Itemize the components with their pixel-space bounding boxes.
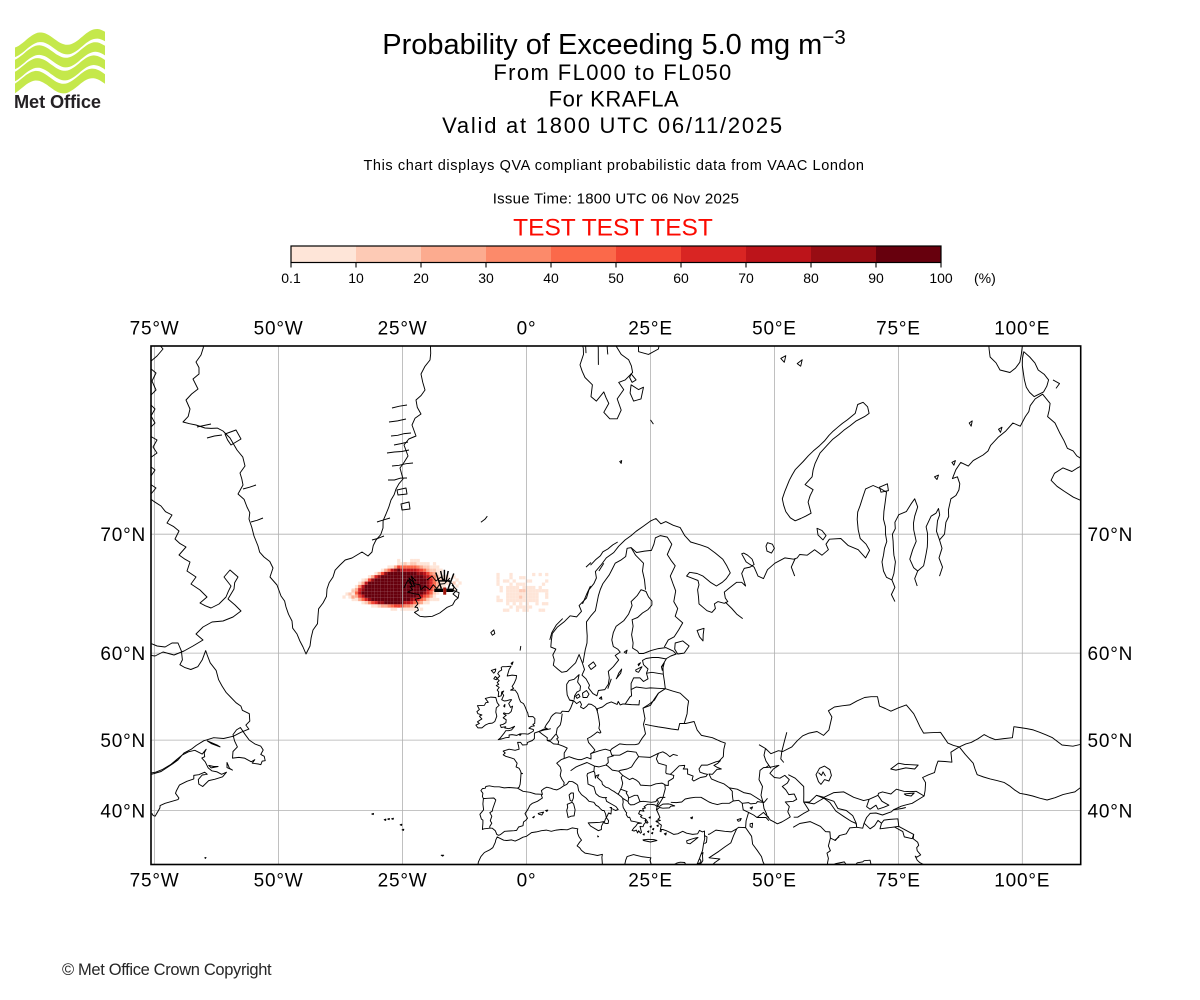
svg-text:60°N: 60°N bbox=[100, 644, 146, 665]
svg-text:25°E: 25°E bbox=[628, 871, 673, 892]
svg-text:50°W: 50°W bbox=[254, 319, 304, 340]
svg-text:75°W: 75°W bbox=[130, 871, 180, 892]
svg-text:50°E: 50°E bbox=[752, 871, 797, 892]
svg-text:50°N: 50°N bbox=[1088, 731, 1134, 752]
svg-text:Valid at 1800 UTC 06/11/2025: Valid at 1800 UTC 06/11/2025 bbox=[442, 113, 784, 138]
svg-text:TEST TEST TEST: TEST TEST TEST bbox=[513, 215, 713, 242]
svg-text:Met Office: Met Office bbox=[14, 92, 101, 112]
svg-text:60: 60 bbox=[673, 270, 689, 286]
svg-text:100°E: 100°E bbox=[994, 319, 1050, 340]
svg-text:0.1: 0.1 bbox=[281, 270, 301, 286]
svg-text:70: 70 bbox=[738, 270, 754, 286]
svg-text:50°N: 50°N bbox=[100, 731, 146, 752]
svg-text:Probability of Exceeding 5.0 m: Probability of Exceeding 5.0 mg m−3 bbox=[382, 26, 845, 61]
svg-text:25°E: 25°E bbox=[628, 319, 673, 340]
svg-text:This chart displays QVA compli: This chart displays QVA compliant probab… bbox=[363, 158, 864, 174]
svg-text:50°W: 50°W bbox=[254, 871, 304, 892]
svg-text:40°N: 40°N bbox=[1088, 801, 1134, 822]
svg-text:50: 50 bbox=[608, 270, 624, 286]
svg-text:100: 100 bbox=[929, 270, 953, 286]
svg-text:(%): (%) bbox=[974, 270, 996, 286]
svg-text:50°E: 50°E bbox=[752, 319, 797, 340]
svg-text:75°E: 75°E bbox=[876, 319, 921, 340]
svg-text:40: 40 bbox=[543, 270, 559, 286]
svg-text:25°W: 25°W bbox=[378, 871, 428, 892]
svg-text:30: 30 bbox=[478, 270, 494, 286]
svg-text:70°N: 70°N bbox=[1088, 525, 1134, 546]
svg-text:From FL000 to FL050: From FL000 to FL050 bbox=[493, 60, 732, 85]
svg-text:40°N: 40°N bbox=[100, 801, 146, 822]
svg-text:80: 80 bbox=[803, 270, 819, 286]
svg-text:For KRAFLA: For KRAFLA bbox=[549, 87, 680, 112]
svg-text:25°W: 25°W bbox=[378, 319, 428, 340]
svg-text:90: 90 bbox=[868, 270, 884, 286]
svg-text:75°E: 75°E bbox=[876, 871, 921, 892]
svg-text:100°E: 100°E bbox=[994, 871, 1050, 892]
svg-text:© Met Office Crown Copyright: © Met Office Crown Copyright bbox=[62, 961, 272, 979]
svg-text:20: 20 bbox=[413, 270, 429, 286]
svg-text:75°W: 75°W bbox=[130, 319, 180, 340]
svg-text:60°N: 60°N bbox=[1088, 644, 1134, 665]
svg-text:Issue Time: 1800 UTC 06 Nov 20: Issue Time: 1800 UTC 06 Nov 2025 bbox=[493, 191, 739, 208]
svg-text:10: 10 bbox=[348, 270, 364, 286]
svg-text:0°: 0° bbox=[517, 871, 537, 892]
svg-text:70°N: 70°N bbox=[100, 525, 146, 546]
svg-text:0°: 0° bbox=[517, 319, 537, 340]
